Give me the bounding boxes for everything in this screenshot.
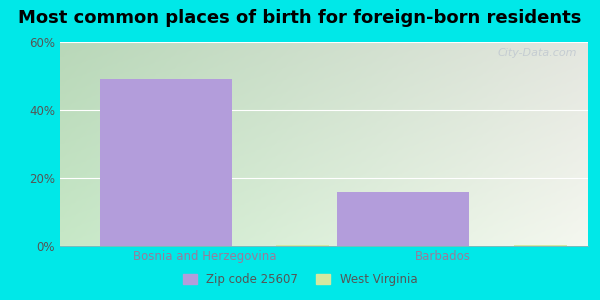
Bar bbox=[100, 80, 232, 246]
Text: City-Data.com: City-Data.com bbox=[498, 48, 577, 58]
Bar bbox=[277, 245, 329, 246]
Legend: Zip code 25607, West Virginia: Zip code 25607, West Virginia bbox=[178, 269, 422, 291]
Bar bbox=[514, 245, 567, 246]
Text: Most common places of birth for foreign-born residents: Most common places of birth for foreign-… bbox=[19, 9, 581, 27]
Bar bbox=[337, 192, 469, 246]
